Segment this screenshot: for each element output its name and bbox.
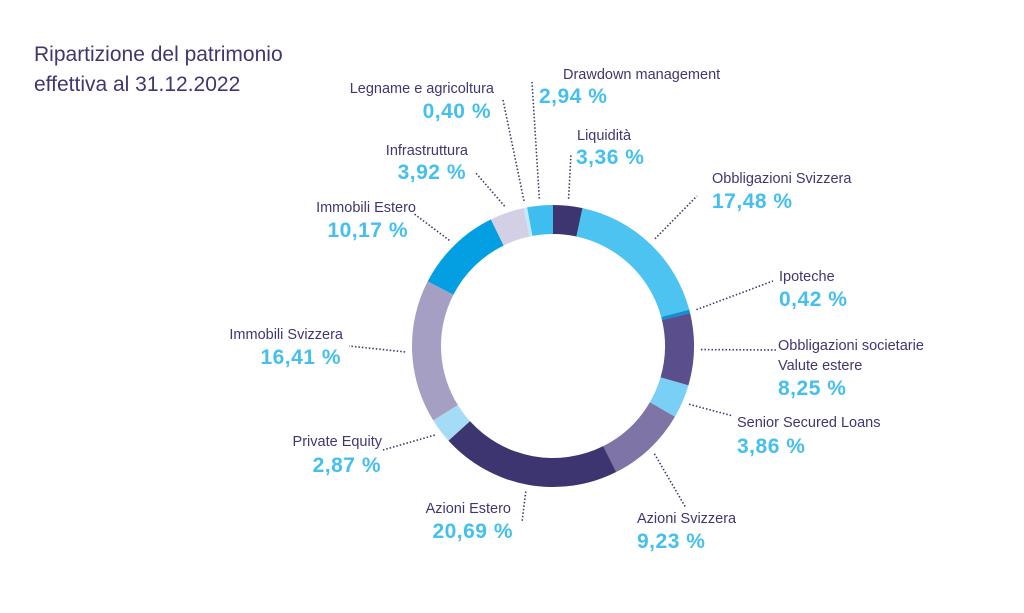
value-private-equity: 2,87 % — [312, 454, 381, 477]
donut-slice-liquidit- — [553, 205, 583, 237]
leader-line-infrastruttura — [474, 171, 506, 207]
label-legname-agricoltura: Legname e agricoltura — [349, 81, 494, 97]
donut-slice-private-equity — [433, 405, 470, 441]
leader-line-liquidit- — [567, 153, 572, 199]
donut-slice-infrastruttura — [490, 208, 530, 246]
leader-line-obbligazioni-svizzera — [654, 195, 698, 240]
label-immobili-svizzera: Immobili Svizzera — [229, 327, 343, 343]
value-senior-secured-loans: 3,86 % — [737, 435, 806, 458]
value-infrastruttura: 3,92 % — [397, 161, 466, 184]
donut-slice-obbligazioni-societarie-valute-estere — [660, 313, 694, 386]
label-liquidita: Liquidità — [577, 128, 632, 144]
value-immobili-svizzera: 16,41 % — [260, 346, 341, 369]
leader-line-private-equity — [382, 434, 436, 451]
value-legname-agricoltura: 0,40 % — [422, 100, 491, 123]
value-immobili-estero: 10,17 % — [327, 219, 408, 242]
leader-line-azioni-estero — [521, 491, 527, 523]
donut-slice-azioni-svizzera — [603, 402, 675, 473]
value-obbligazioni-societarie: 8,25 % — [778, 377, 847, 400]
label-azioni-estero: Azioni Estero — [425, 501, 511, 517]
label-obbligazioni-svizzera: Obbligazioni Svizzera — [712, 171, 852, 187]
label-immobili-estero: Immobili Estero — [316, 200, 416, 216]
label-azioni-svizzera: Azioni Svizzera — [637, 511, 737, 527]
value-ipoteche: 0,42 % — [779, 288, 848, 311]
leader-line-immobili-estero — [412, 212, 450, 241]
label-senior-secured-loans: Senior Secured Loans — [737, 415, 881, 431]
value-azioni-svizzera: 9,23 % — [637, 530, 706, 553]
donut-slice-immobili-estero — [427, 219, 504, 295]
donut-slice-obbligazioni-svizzera — [576, 208, 690, 318]
leader-line-ipoteche — [696, 280, 774, 311]
donut-slice-azioni-estero — [448, 421, 617, 488]
donut-slice-immobili-svizzera — [411, 281, 458, 421]
value-obbligazioni-svizzera: 17,48 % — [712, 190, 793, 213]
value-liquidita: 3,36 % — [576, 146, 645, 169]
chart-title-line-1: Ripartizione del patrimonio — [34, 43, 283, 66]
label-infrastruttura: Infrastruttura — [385, 143, 468, 159]
leader-line-azioni-svizzera — [653, 453, 687, 509]
chart-title-line-2: effettiva al 31.12.2022 — [34, 73, 241, 96]
value-drawdown-management: 2,94 % — [539, 85, 608, 108]
leader-line-immobili-svizzera — [348, 345, 406, 353]
label-drawdown-management: Drawdown management — [563, 67, 721, 83]
donut-slice-drawdown-management — [527, 205, 553, 236]
chart-title: Ripartizione del patrimonio effettiva al… — [34, 40, 283, 100]
label-ipoteche: Ipoteche — [779, 269, 835, 285]
donut-slice-ipoteche — [661, 309, 691, 320]
value-azioni-estero: 20,69 % — [432, 520, 513, 543]
leader-line-legname-e-agricoltura — [502, 99, 525, 202]
leader-line-senior-secured-loans — [688, 403, 734, 417]
donut-slice-senior-secured-loans — [649, 377, 689, 417]
label-obbligazioni-societarie-line-1: Obbligazioni societarie — [778, 338, 924, 354]
donut-slice-legname-e-agricoltura — [523, 207, 533, 237]
label-obbligazioni-societarie-line-2: Valute estere — [778, 358, 863, 374]
label-private-equity: Private Equity — [292, 434, 382, 450]
